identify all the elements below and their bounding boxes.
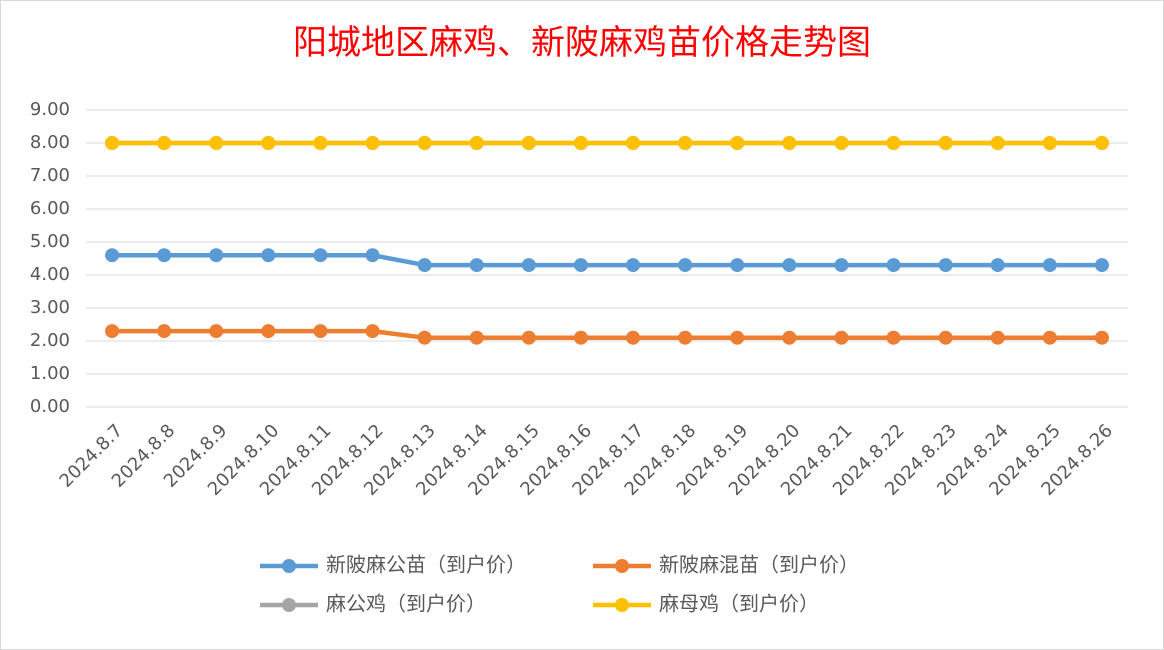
- point: [417, 136, 432, 150]
- point: [938, 258, 953, 273]
- point: [886, 136, 901, 150]
- point: [417, 330, 432, 345]
- point: [105, 324, 120, 339]
- point: [626, 136, 641, 150]
- point: [938, 330, 953, 345]
- legend-label: 新陂麻混苗（到户价）: [659, 553, 859, 577]
- point: [626, 258, 641, 273]
- chart-title: 阳城地区麻鸡、新陂麻鸡苗价格走势图: [293, 23, 871, 63]
- legend-marker: [282, 559, 296, 573]
- point: [1042, 136, 1057, 150]
- point: [782, 258, 797, 273]
- point: [469, 258, 484, 273]
- point: [313, 136, 328, 150]
- y-tick-label: 8.00: [30, 132, 70, 153]
- y-tick-label: 9.00: [30, 99, 70, 120]
- point: [782, 136, 797, 150]
- point: [105, 136, 120, 150]
- point: [521, 136, 536, 150]
- y-tick-label: 6.00: [30, 198, 70, 219]
- point: [365, 248, 380, 263]
- point: [365, 324, 380, 339]
- point: [834, 258, 849, 273]
- point: [209, 248, 224, 263]
- legend-label: 麻母鸡（到户价）: [659, 592, 819, 616]
- y-tick-label: 1.00: [30, 363, 70, 384]
- legend-marker: [615, 598, 629, 612]
- point: [313, 248, 328, 263]
- point: [365, 136, 380, 150]
- point: [886, 258, 901, 273]
- point: [730, 258, 745, 273]
- point: [678, 258, 693, 273]
- y-tick-label: 2.00: [30, 330, 70, 351]
- point: [886, 330, 901, 345]
- point: [157, 136, 172, 150]
- point: [1094, 258, 1109, 273]
- point: [573, 258, 588, 273]
- point: [469, 136, 484, 150]
- series-line: [112, 328, 1102, 340]
- y-tick-label: 5.00: [30, 231, 70, 252]
- point: [209, 324, 224, 339]
- point: [105, 248, 120, 263]
- point: [261, 324, 276, 339]
- point: [573, 330, 588, 345]
- point: [157, 248, 172, 263]
- point: [417, 258, 432, 273]
- point: [573, 136, 588, 150]
- y-tick-label: 3.00: [30, 297, 70, 318]
- point: [1042, 258, 1057, 273]
- legend-label: 麻公鸡（到户价）: [326, 592, 486, 616]
- point: [678, 136, 693, 150]
- point: [626, 330, 641, 345]
- series-line: [112, 252, 1102, 268]
- point: [1094, 136, 1109, 150]
- point: [1094, 330, 1109, 345]
- point: [834, 330, 849, 345]
- legend-marker: [282, 598, 296, 612]
- point: [1042, 330, 1057, 345]
- legend-label: 新陂麻公苗（到户价）: [326, 553, 526, 577]
- point: [678, 330, 693, 345]
- y-tick-label: 7.00: [30, 165, 70, 186]
- point: [990, 136, 1005, 150]
- y-tick-label: 4.00: [30, 264, 70, 285]
- y-tick-label: 0.00: [30, 396, 70, 417]
- point: [469, 330, 484, 345]
- point: [157, 324, 172, 339]
- point: [521, 330, 536, 345]
- point: [730, 330, 745, 345]
- point: [990, 330, 1005, 345]
- point: [261, 248, 276, 263]
- point: [521, 258, 536, 273]
- point: [834, 136, 849, 150]
- legend-marker: [615, 559, 629, 573]
- point: [209, 136, 224, 150]
- point: [938, 136, 953, 150]
- point: [782, 330, 797, 345]
- point: [261, 136, 276, 150]
- point: [313, 324, 328, 339]
- point: [990, 258, 1005, 273]
- point: [730, 136, 745, 150]
